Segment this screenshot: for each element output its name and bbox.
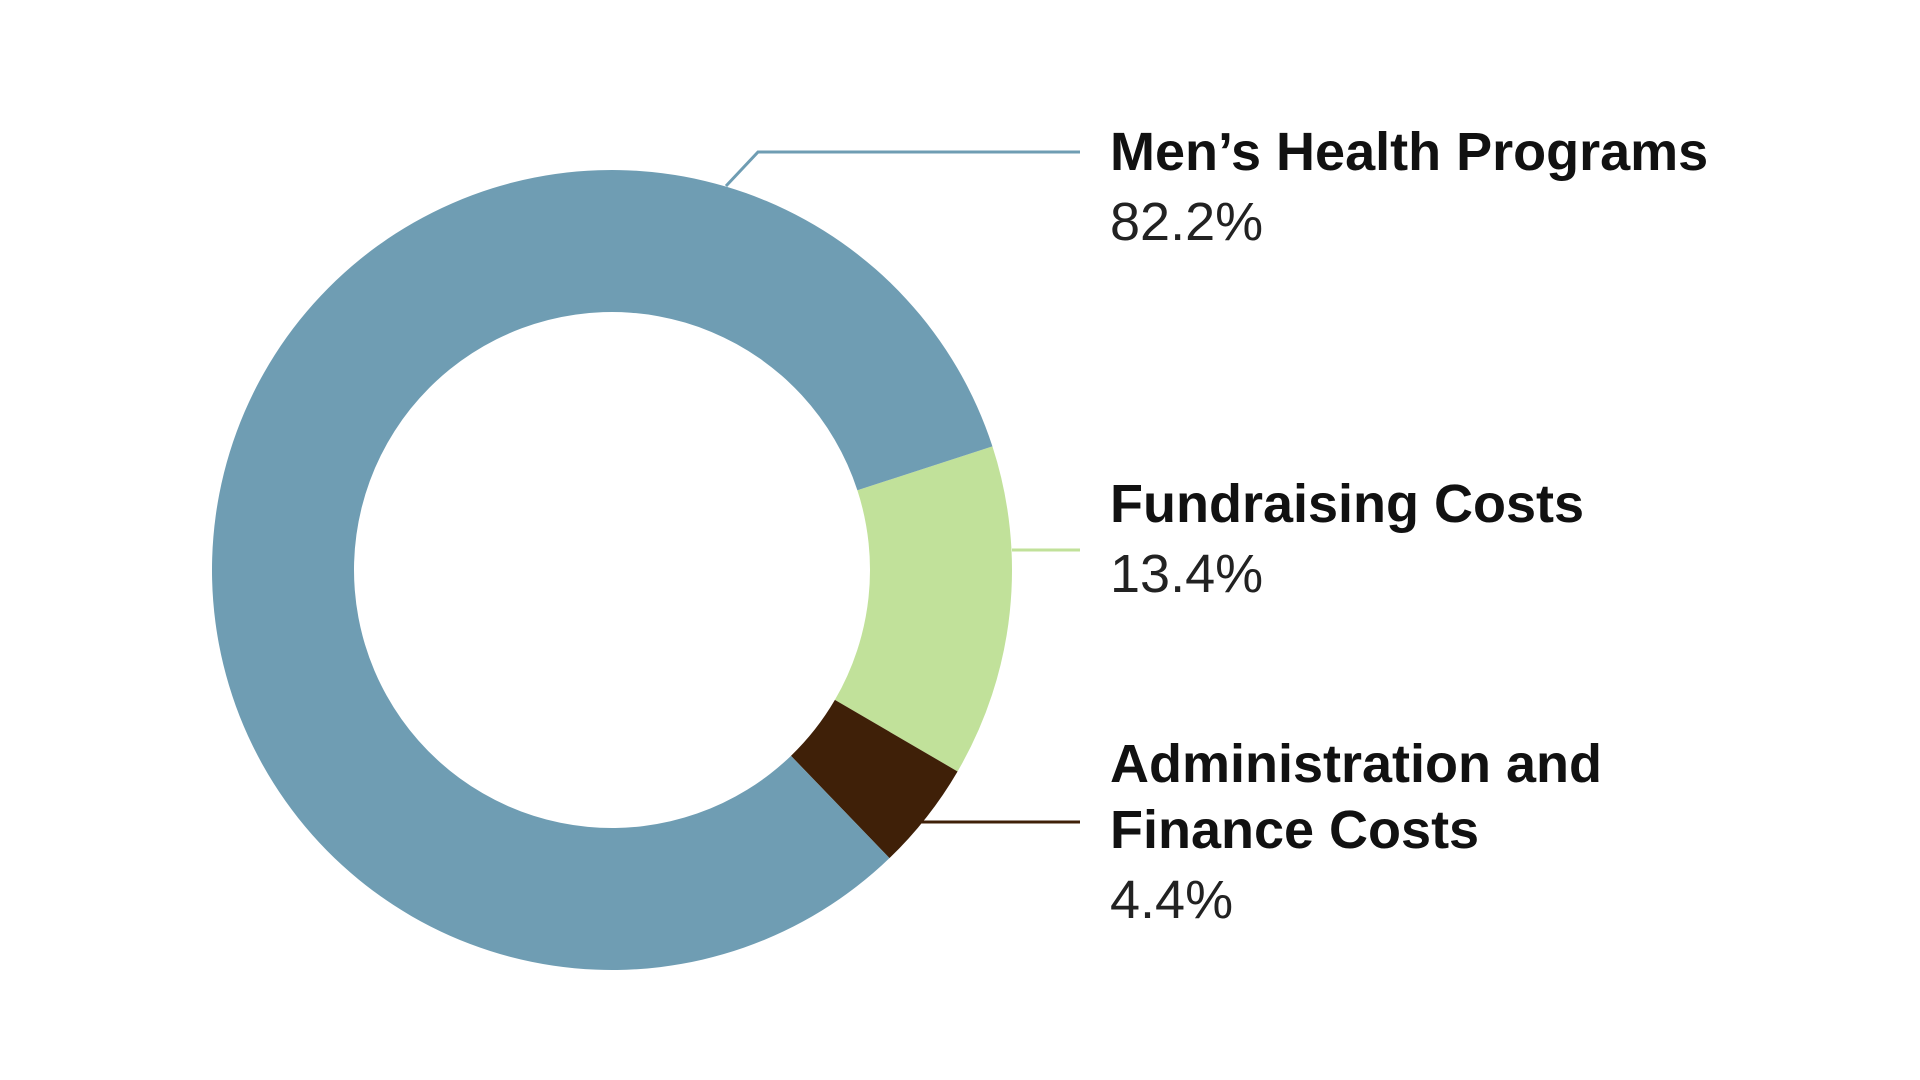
donut-slice-0	[212, 170, 993, 971]
leader-lines	[724, 150, 1080, 824]
donut-slice-1	[834, 446, 1013, 772]
slice-value-administration-finance-costs: 4.4%	[1110, 870, 1233, 930]
leader-line-0	[724, 150, 1080, 188]
slice-value-fundraising-costs: 13.4%	[1110, 544, 1263, 604]
slice-label-administration-line-1: Administration and	[1110, 734, 1602, 794]
donut-slice-2	[790, 699, 958, 859]
slice-label-mens-health-programs: Men’s Health Programs	[1110, 122, 1708, 182]
donut-slices	[212, 170, 1013, 971]
slice-label-fundraising-costs: Fundraising Costs	[1110, 474, 1584, 534]
slice-value-mens-health-programs: 82.2%	[1110, 192, 1263, 252]
slice-label-administration-line-2: Finance Costs	[1110, 800, 1479, 860]
